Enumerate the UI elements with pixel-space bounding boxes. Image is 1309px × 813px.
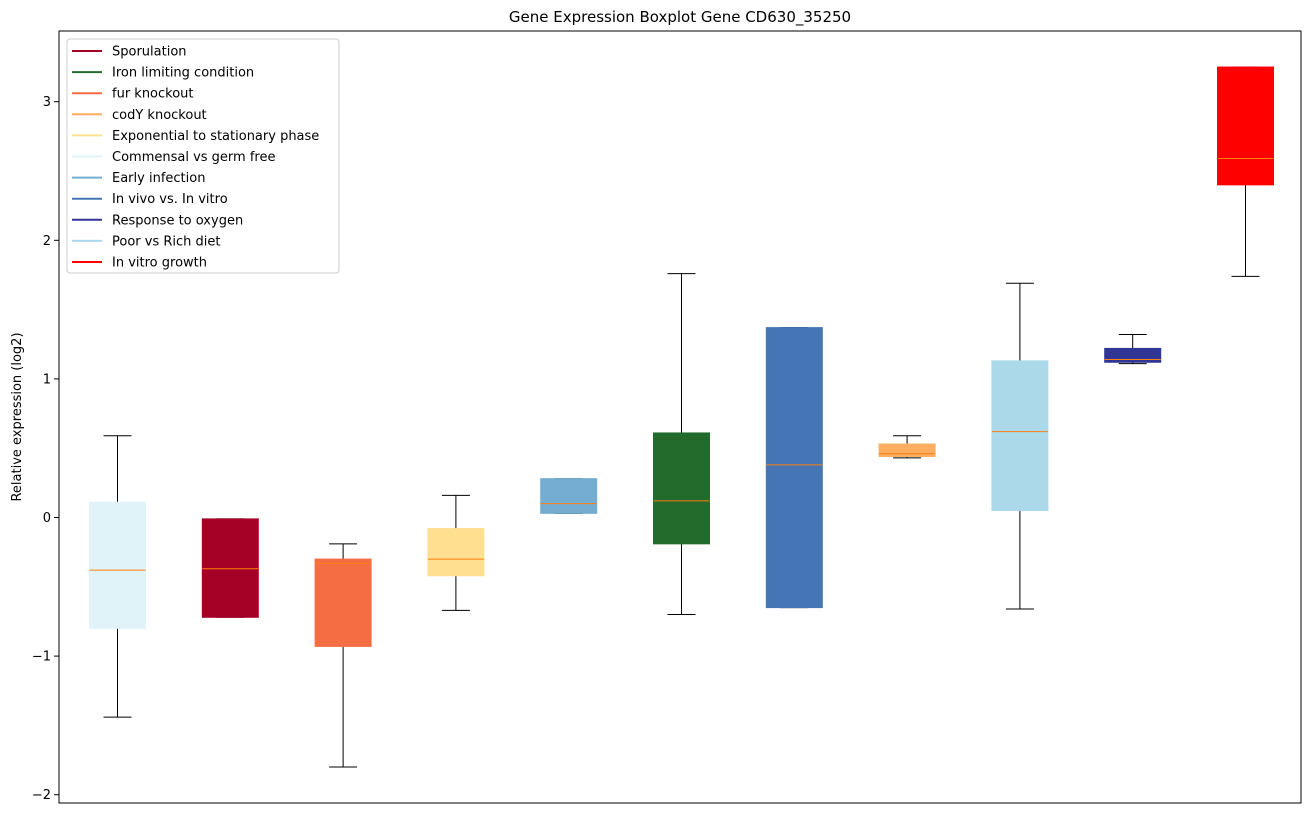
legend-label: In vivo vs. In vitro (112, 192, 228, 207)
y-tick-label: 0 (43, 511, 51, 526)
box-body (314, 558, 372, 647)
box-body (427, 528, 485, 577)
plot-frame (58, 30, 1302, 804)
legend-label: fur knockout (112, 87, 194, 102)
y-tick-label: 1 (43, 372, 51, 387)
y-tick-label: 2 (43, 234, 51, 249)
box-body (878, 443, 936, 458)
y-axis: −2 −1 0 1 2 3 (32, 95, 59, 803)
y-axis-label: Relative expression (log2) (10, 332, 25, 501)
legend-label: Iron limiting condition (112, 66, 254, 81)
box-poor-vs-rich-diet (991, 282, 1049, 610)
legend-label: Exponential to stationary phase (112, 129, 319, 144)
legend-label: Sporulation (112, 45, 187, 60)
box-in-vivo-vs-in-vitro (765, 327, 823, 609)
box-body (765, 327, 823, 609)
box-early-infection (540, 478, 598, 514)
box-cody-knockout (878, 435, 936, 459)
y-tick-label: 3 (43, 95, 51, 110)
legend-label: Poor vs Rich diet (112, 234, 220, 249)
legend-frame (66, 38, 340, 274)
box-iron-limiting-condition (653, 273, 710, 616)
box-body (1217, 66, 1274, 186)
box-fur-knockout (314, 543, 372, 768)
box-body (1104, 347, 1162, 363)
legend-label: Response to oxygen (112, 213, 243, 228)
legend-label: codY knockout (112, 108, 207, 123)
box-body (540, 478, 598, 514)
box-response-to-oxygen (1104, 334, 1162, 365)
box-sporulation (201, 518, 259, 618)
box-body (991, 360, 1049, 512)
legend: Sporulation Iron limiting condition fur kn… (66, 38, 340, 274)
boxes-layer (89, 66, 1274, 768)
box-exponential-to-stationary-phase (427, 494, 485, 611)
y-tick-label: −2 (32, 788, 51, 803)
legend-label: In vitro growth (112, 256, 207, 271)
legend-label: Early infection (112, 171, 205, 186)
legend-label: Commensal vs germ free (112, 150, 275, 165)
box-commensal-vs-germ-free (89, 435, 146, 718)
y-tick-label: −1 (32, 650, 51, 665)
box-body (653, 432, 710, 545)
box-in-vitro-growth (1217, 66, 1274, 277)
box-body (201, 518, 259, 618)
chart-title: Gene Expression Boxplot Gene CD630_35250 (509, 8, 851, 27)
box-body (89, 501, 146, 629)
